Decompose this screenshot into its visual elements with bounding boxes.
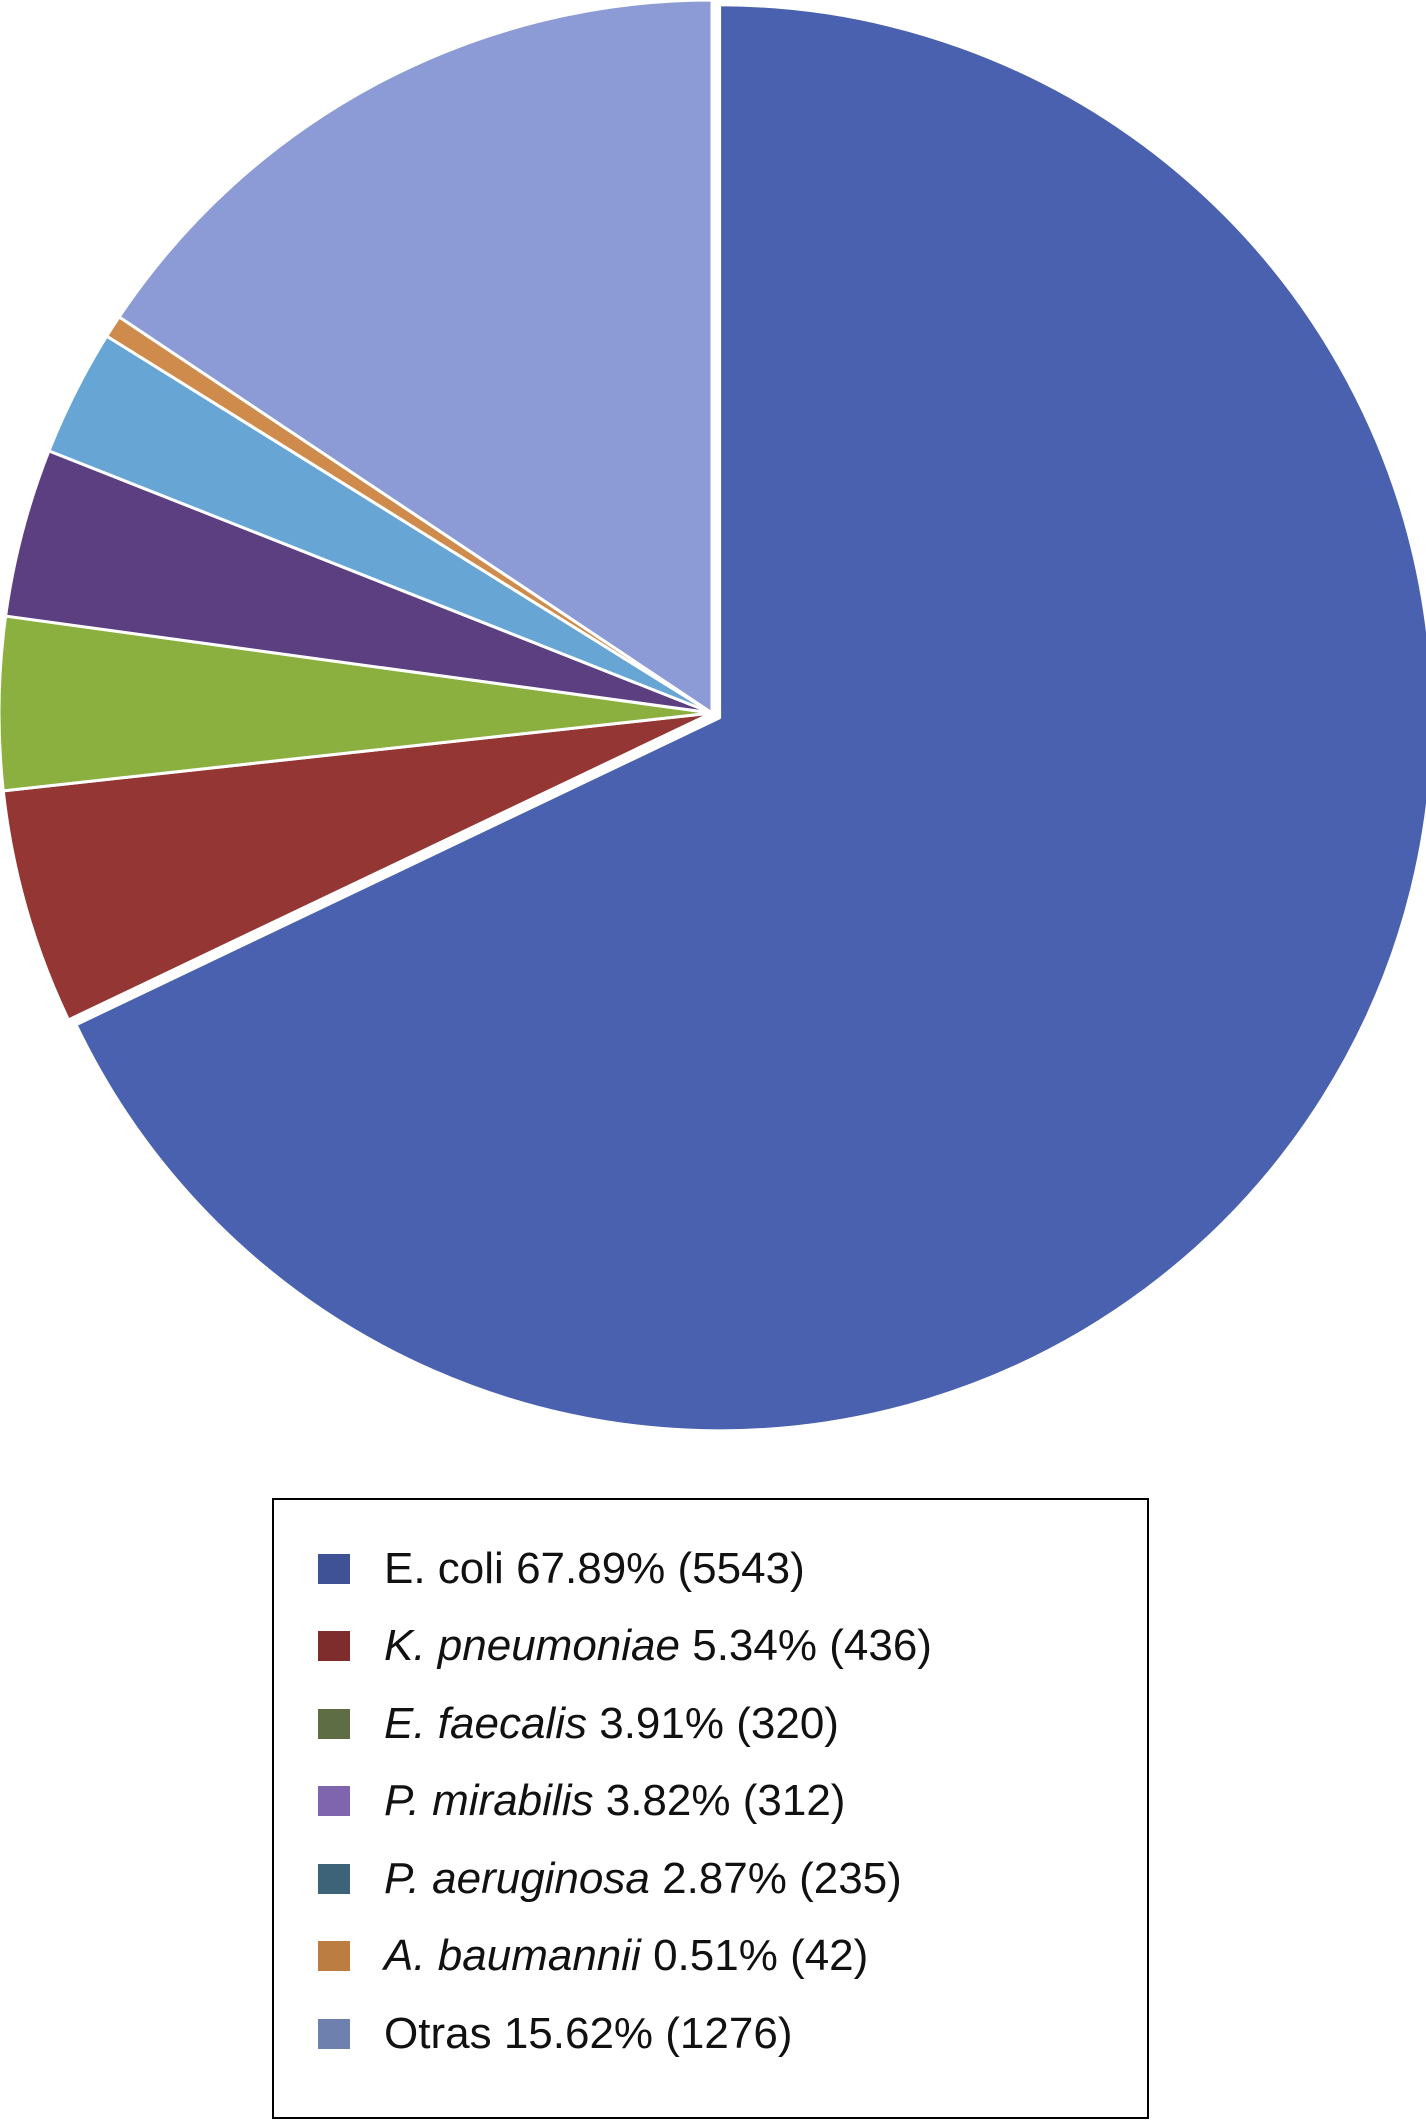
pie-chart <box>0 0 1426 1433</box>
pie-slice-otras <box>117 0 714 715</box>
legend: E. coli 67.89% (5543) K. pneumoniae 5.34… <box>272 1498 1149 2119</box>
legend-text: E. faecalis 3.91% (320) <box>384 1698 839 1748</box>
legend-count: (312) <box>742 1776 846 1826</box>
legend-name: K. pneumoniae <box>384 1621 680 1671</box>
legend-swatch <box>318 1863 350 1894</box>
legend-count: (320) <box>736 1698 839 1748</box>
pie-slice-k-pneumoniae <box>1 711 714 1022</box>
legend-count: (436) <box>829 1621 932 1671</box>
legend-percent: 3.82% <box>605 1776 731 1826</box>
legend-name: E. faecalis <box>384 1698 587 1748</box>
legend-count: (235) <box>799 1853 902 1903</box>
legend-text: P. aeruginosa 2.87% (235) <box>384 1853 902 1903</box>
legend-count: (1276) <box>665 2008 793 2058</box>
legend-swatch <box>318 2018 350 2049</box>
legend-text: Otras 15.62% (1276) <box>384 2008 793 2058</box>
legend-percent: 67.89% <box>516 1543 666 1593</box>
legend-percent: 0.51% <box>653 1931 778 1981</box>
legend-item-k-pneumoniae: K. pneumoniae 5.34% (436) <box>318 1608 932 1686</box>
legend-name: A. baumannii <box>384 1931 641 1981</box>
legend-item-p-aeruginosa: P. aeruginosa 2.87% (235) <box>318 1840 932 1918</box>
legend-item-e-coli: E. coli 67.89% (5543) <box>318 1530 932 1608</box>
legend-text: K. pneumoniae 5.34% (436) <box>384 1624 932 1668</box>
legend-item-otras: Otras 15.62% (1276) <box>318 1995 932 2073</box>
legend-text: A. baumannii 0.51% (42) <box>384 1934 868 1978</box>
pie-slice-e-coli <box>74 3 1426 1433</box>
legend-percent: 15.62% <box>503 2008 654 2058</box>
legend-name: P. aeruginosa <box>384 1853 650 1903</box>
legend-name: E. coli <box>384 1543 504 1593</box>
legend-name: Otras <box>384 2008 492 2058</box>
legend-count: (42) <box>790 1931 869 1981</box>
legend-swatch <box>318 1941 350 1972</box>
legend-list: E. coli 67.89% (5543) K. pneumoniae 5.34… <box>318 1530 932 2073</box>
legend-item-p-mirabilis: P. mirabilis 3.82% (312) <box>318 1763 932 1841</box>
legend-item-e-faecalis: E. faecalis 3.91% (320) <box>318 1685 932 1763</box>
legend-swatch <box>318 1786 350 1817</box>
legend-swatch <box>318 1708 350 1739</box>
legend-item-a-baumannii: A. baumannii 0.51% (42) <box>318 1918 932 1996</box>
legend-swatch <box>318 1631 350 1662</box>
legend-swatch <box>318 1553 350 1584</box>
legend-percent: 3.91% <box>599 1698 724 1748</box>
legend-name: P. mirabilis <box>384 1776 594 1826</box>
legend-text: E. coli 67.89% (5543) <box>384 1543 805 1593</box>
legend-text: P. mirabilis 3.82% (312) <box>384 1779 845 1823</box>
legend-percent: 5.34% <box>692 1621 817 1671</box>
legend-count: (5543) <box>677 1543 805 1593</box>
legend-percent: 2.87% <box>662 1853 787 1903</box>
